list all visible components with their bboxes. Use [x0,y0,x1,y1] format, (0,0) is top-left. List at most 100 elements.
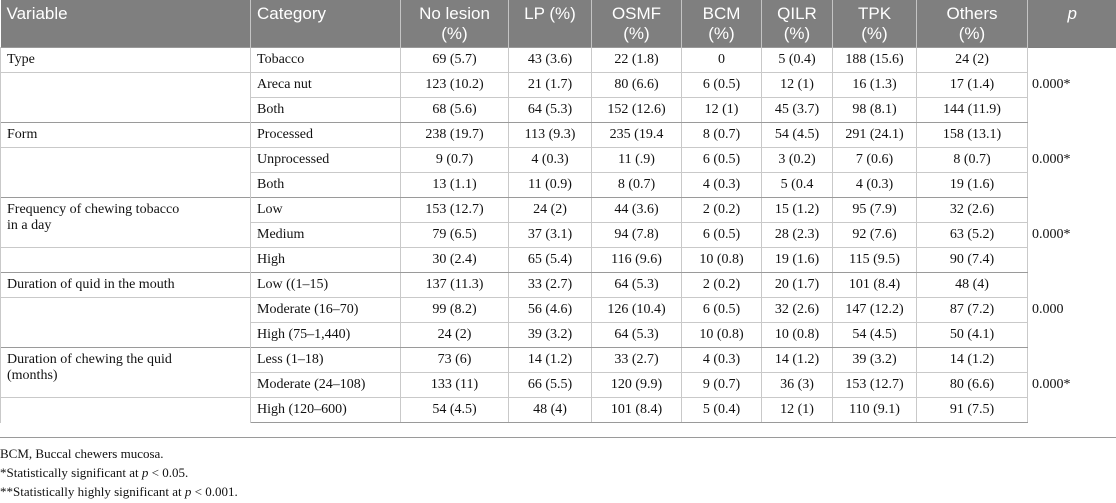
cell-osmf: 33 (2.7) [591,347,682,373]
cell-others: 48 (4) [916,272,1028,298]
cell-no-lesion: 24 (2) [400,322,509,348]
cell-tpk: 115 (9.5) [832,247,917,273]
cell-no-lesion: 73 (6) [400,347,509,373]
cell-osmf: 64 (5.3) [591,272,682,298]
cell-variable [0,297,251,323]
header-qilr: QILR (%) [761,0,833,48]
cell-p-value: 0.000* [1027,222,1116,248]
cell-bcm: 12 (1) [681,97,762,123]
cell-others: 80 (6.6) [916,372,1028,398]
footnote-highly-significant: **Statistically highly significant at p … [0,484,238,499]
cell-others: 158 (13.1) [916,122,1028,148]
table-row: Unprocessed 9 (0.7) 4 (0.3) 11 (.9) 6 (0.5) 3… [0,147,1116,173]
table-row: Duration of chewing the quid (months) Less… [0,347,1116,398]
cell-variable [0,172,251,198]
cell-category: Tobacco [250,47,401,73]
cell-no-lesion: 133 (11) [400,372,509,398]
cell-p-empty [1027,397,1116,423]
cell-lp: 64 (5.3) [508,97,592,123]
cell-tpk: 98 (8.1) [832,97,917,123]
cell-p-empty [1027,122,1116,148]
cell-bcm: 2 (0.2) [681,197,762,223]
cell-tpk: 16 (1.3) [832,72,917,98]
cell-qilr: 36 (3) [761,372,833,398]
cell-p-empty [1027,47,1116,73]
cell-qilr: 28 (2.3) [761,222,833,248]
cell-category: Low ((1–15) [250,272,401,298]
cell-lp: 56 (4.6) [508,297,592,323]
table-row: Frequency of chewing tobacco in a day Low 1… [0,197,1116,248]
cell-tpk: 95 (7.9) [832,197,917,223]
header-variable: Variable [0,0,251,48]
cell-others: 144 (11.9) [916,97,1028,123]
cell-no-lesion: 238 (19.7) [400,122,509,148]
footnote-significant: *Statistically significant at p < 0.05. [0,465,189,480]
cell-variable: Type [0,47,251,73]
table-row: Areca nut 123 (10.2) 21 (1.7) 80 (6.6) 6 (0.… [0,72,1116,98]
table-row: Both 13 (1.1) 11 (0.9) 8 (0.7) 4 (0.3) 5 (0.4… [0,172,1116,198]
cell-tpk: 291 (24.1) [832,122,917,148]
table-row: Medium 79 (6.5) 37 (3.1) 94 (7.8) 6 (0.5) 28 … [1,222,1116,248]
cell-category: High [250,247,401,273]
table-footnotes: BCM, Buccal chewers mucosa. *Statistical… [0,437,1116,501]
cell-variable: Duration of chewing the quid (months) [0,347,251,398]
cell-others: 19 (1.6) [916,172,1028,198]
cell-others: 14 (1.2) [916,347,1028,373]
cell-osmf: 80 (6.6) [591,72,682,98]
cell-osmf: 11 (.9) [591,147,682,173]
cell-category: High (120–600) [250,397,401,423]
cell-qilr: 3 (0.2) [761,147,833,173]
cell-no-lesion: 153 (12.7) [400,197,509,223]
cell-category: High (75–1,440) [250,322,401,348]
cell-tpk: 101 (8.4) [832,272,917,298]
cell-lp: 66 (5.5) [508,372,592,398]
cell-others: 8 (0.7) [916,147,1028,173]
cell-no-lesion: 13 (1.1) [400,172,509,198]
header-row: Variable Category No lesion (%) LP (%) OS… [0,0,1116,48]
cell-osmf: 152 (12.6) [591,97,682,123]
cell-no-lesion: 30 (2.4) [400,247,509,273]
cell-others: 91 (7.5) [916,397,1028,423]
cell-variable: Duration of quid in the mouth [0,272,251,298]
cell-osmf: 64 (5.3) [591,322,682,348]
cell-p-empty [1027,97,1116,123]
cell-bcm: 6 (0.5) [681,222,762,248]
cell-category: Processed [250,122,401,148]
cell-bcm: 6 (0.5) [681,147,762,173]
cell-bcm: 6 (0.5) [681,297,762,323]
header-p: p [1027,0,1116,48]
cell-tpk: 110 (9.1) [832,397,917,423]
cell-category: Unprocessed [250,147,401,173]
cell-lp: 11 (0.9) [508,172,592,198]
cell-qilr: 5 (0.4 [761,172,833,198]
cell-p-value: 0.000* [1027,147,1116,173]
cell-lp: 4 (0.3) [508,147,592,173]
cell-lp: 43 (3.6) [508,47,592,73]
cell-variable [0,397,251,423]
cell-variable [0,147,251,173]
cell-lp: 21 (1.7) [508,72,592,98]
cell-bcm: 2 (0.2) [681,272,762,298]
cell-osmf: 22 (1.8) [591,47,682,73]
cell-bcm: 9 (0.7) [681,372,762,398]
cell-tpk: 188 (15.6) [832,47,917,73]
header-osmf: OSMF (%) [591,0,682,48]
cell-others: 24 (2) [916,47,1028,73]
cell-tpk: 153 (12.7) [832,372,917,398]
table-row: Type Tobacco 69 (5.7) 43 (3.6) 22 (1.8) 0 5 (0… [0,47,1116,73]
cell-osmf: 116 (9.6) [591,247,682,273]
cell-no-lesion: 54 (4.5) [400,397,509,423]
cell-lp: 37 (3.1) [508,222,592,248]
cell-category: Moderate (16–70) [250,297,401,323]
cell-osmf: 44 (3.6) [591,197,682,223]
cell-others: 32 (2.6) [916,197,1028,223]
cell-p-empty [1027,272,1116,298]
cell-no-lesion: 123 (10.2) [400,72,509,98]
cell-p-empty [1027,347,1116,373]
cell-variable [0,247,251,273]
table-body: Type Tobacco 69 (5.7) 43 (3.6) 22 (1.8) 0 5 (0… [0,47,1116,423]
cell-variable [0,322,251,348]
cell-category: Low [250,197,401,223]
cell-others: 17 (1.4) [916,72,1028,98]
cell-qilr: 12 (1) [761,397,833,423]
